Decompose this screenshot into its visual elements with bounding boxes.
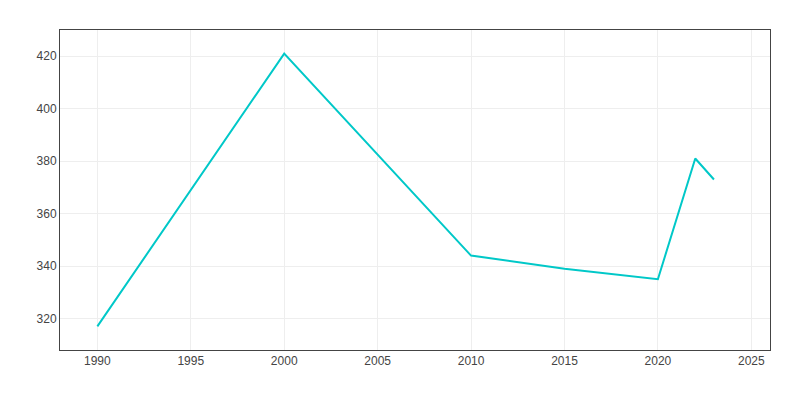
svg-text:380: 380 bbox=[37, 154, 57, 168]
svg-text:2000: 2000 bbox=[271, 354, 298, 368]
svg-text:2025: 2025 bbox=[738, 354, 765, 368]
svg-text:340: 340 bbox=[37, 259, 57, 273]
svg-text:420: 420 bbox=[37, 49, 57, 63]
svg-text:360: 360 bbox=[37, 207, 57, 221]
svg-text:2005: 2005 bbox=[364, 354, 391, 368]
svg-text:2015: 2015 bbox=[551, 354, 578, 368]
svg-text:320: 320 bbox=[37, 312, 57, 326]
svg-text:400: 400 bbox=[37, 102, 57, 116]
svg-text:2020: 2020 bbox=[645, 354, 672, 368]
svg-text:1995: 1995 bbox=[177, 354, 204, 368]
svg-text:1990: 1990 bbox=[84, 354, 111, 368]
svg-text:2010: 2010 bbox=[458, 354, 485, 368]
